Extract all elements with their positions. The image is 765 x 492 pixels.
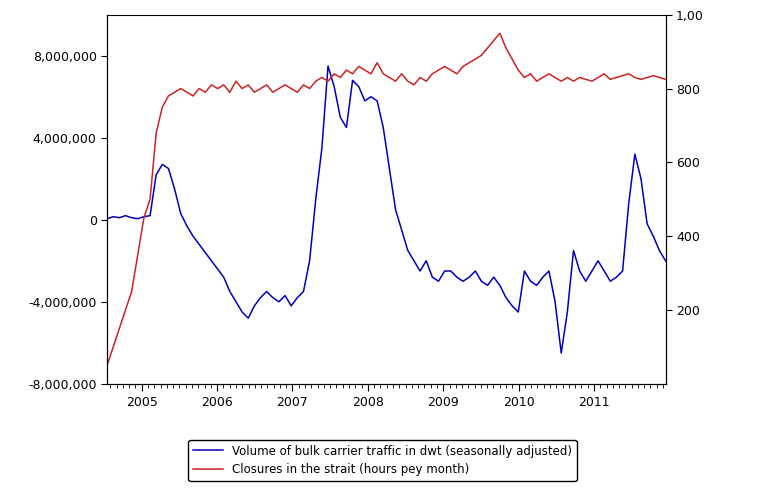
Volume of bulk carrier traffic in dwt (seasonally adjusted) bbox=[581, 278, 591, 284]
Closures in the strait (hours pey month) bbox=[551, 74, 560, 80]
Volume of bulk carrier traffic in dwt (seasonally adjusted) bbox=[661, 258, 670, 264]
Closures in the strait (hours pey month) bbox=[519, 74, 529, 80]
Closures in the strait (hours pey month) bbox=[575, 74, 584, 80]
Closures in the strait (hours pey month) bbox=[103, 362, 112, 368]
Volume of bulk carrier traffic in dwt (seasonally adjusted) bbox=[440, 268, 449, 274]
Volume of bulk carrier traffic in dwt (seasonally adjusted) bbox=[519, 268, 529, 274]
Volume of bulk carrier traffic in dwt (seasonally adjusted) bbox=[324, 63, 333, 69]
Legend: Volume of bulk carrier traffic in dwt (seasonally adjusted), Closures in the str: Volume of bulk carrier traffic in dwt (s… bbox=[188, 440, 577, 481]
Closures in the strait (hours pey month) bbox=[661, 76, 670, 82]
Volume of bulk carrier traffic in dwt (seasonally adjusted) bbox=[557, 350, 566, 356]
Closures in the strait (hours pey month) bbox=[495, 31, 504, 36]
Volume of bulk carrier traffic in dwt (seasonally adjusted) bbox=[551, 299, 560, 305]
Volume of bulk carrier traffic in dwt (seasonally adjusted) bbox=[103, 216, 112, 222]
Line: Volume of bulk carrier traffic in dwt (seasonally adjusted): Volume of bulk carrier traffic in dwt (s… bbox=[107, 66, 666, 353]
Closures in the strait (hours pey month) bbox=[434, 67, 443, 73]
Volume of bulk carrier traffic in dwt (seasonally adjusted) bbox=[563, 309, 572, 315]
Volume of bulk carrier traffic in dwt (seasonally adjusted) bbox=[545, 268, 554, 274]
Closures in the strait (hours pey month) bbox=[545, 71, 554, 77]
Closures in the strait (hours pey month) bbox=[557, 78, 566, 84]
Line: Closures in the strait (hours pey month): Closures in the strait (hours pey month) bbox=[107, 33, 666, 365]
